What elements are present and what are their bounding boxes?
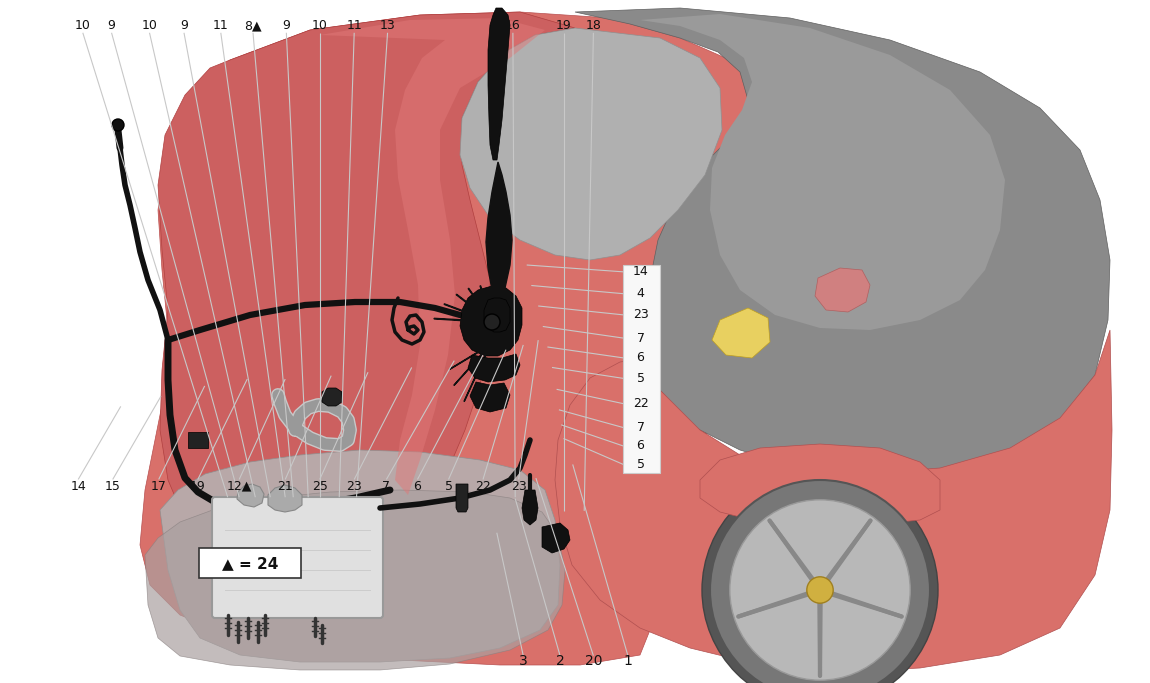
Polygon shape bbox=[486, 162, 512, 305]
Polygon shape bbox=[268, 485, 302, 512]
Polygon shape bbox=[450, 347, 486, 370]
Polygon shape bbox=[460, 28, 722, 260]
Polygon shape bbox=[444, 304, 488, 321]
Polygon shape bbox=[434, 318, 488, 322]
Polygon shape bbox=[488, 8, 509, 160]
Text: 15: 15 bbox=[105, 479, 121, 493]
Polygon shape bbox=[575, 8, 1110, 475]
Text: 17: 17 bbox=[151, 479, 167, 493]
Text: ▲ = 24: ▲ = 24 bbox=[222, 556, 278, 571]
Circle shape bbox=[807, 577, 834, 603]
Text: 7: 7 bbox=[637, 421, 644, 434]
Text: 11: 11 bbox=[346, 19, 362, 33]
Polygon shape bbox=[454, 348, 488, 385]
Polygon shape bbox=[522, 490, 538, 525]
Text: 7: 7 bbox=[383, 479, 390, 493]
Polygon shape bbox=[145, 490, 565, 670]
Text: 21: 21 bbox=[277, 479, 293, 493]
Polygon shape bbox=[542, 523, 570, 553]
Text: 10: 10 bbox=[75, 19, 91, 33]
Polygon shape bbox=[480, 285, 491, 318]
Text: 14: 14 bbox=[632, 265, 649, 279]
Circle shape bbox=[484, 314, 500, 330]
Polygon shape bbox=[700, 444, 940, 526]
Text: 1: 1 bbox=[623, 654, 633, 668]
Text: 20: 20 bbox=[584, 654, 603, 668]
Polygon shape bbox=[457, 484, 468, 512]
Text: 22: 22 bbox=[475, 479, 491, 493]
Polygon shape bbox=[322, 388, 342, 406]
Polygon shape bbox=[555, 330, 1112, 672]
Polygon shape bbox=[320, 18, 545, 495]
Polygon shape bbox=[641, 14, 1005, 330]
Circle shape bbox=[112, 119, 124, 131]
Text: 11: 11 bbox=[213, 19, 229, 33]
Text: 4: 4 bbox=[637, 287, 644, 301]
Text: 25: 25 bbox=[312, 479, 328, 493]
Text: 23: 23 bbox=[511, 479, 527, 493]
Text: 18: 18 bbox=[585, 19, 601, 33]
Circle shape bbox=[710, 480, 930, 683]
Polygon shape bbox=[815, 268, 871, 312]
FancyBboxPatch shape bbox=[199, 548, 301, 579]
FancyBboxPatch shape bbox=[212, 497, 383, 618]
Polygon shape bbox=[158, 12, 575, 590]
Text: 3: 3 bbox=[519, 654, 528, 668]
Text: 9: 9 bbox=[283, 19, 290, 33]
Polygon shape bbox=[468, 288, 490, 318]
Text: 12▲: 12▲ bbox=[227, 479, 252, 493]
Polygon shape bbox=[470, 382, 509, 412]
Text: 10: 10 bbox=[141, 19, 158, 33]
Text: 7: 7 bbox=[637, 331, 644, 345]
Text: 6: 6 bbox=[414, 479, 421, 493]
Text: 19: 19 bbox=[190, 479, 206, 493]
Circle shape bbox=[730, 500, 910, 680]
Text: 5: 5 bbox=[445, 479, 452, 493]
Polygon shape bbox=[187, 432, 208, 448]
Polygon shape bbox=[460, 286, 522, 356]
Text: 9: 9 bbox=[181, 19, 187, 33]
Polygon shape bbox=[457, 294, 489, 320]
Text: 19: 19 bbox=[555, 19, 572, 33]
FancyBboxPatch shape bbox=[623, 265, 660, 473]
Text: 2: 2 bbox=[555, 654, 565, 668]
Text: 23: 23 bbox=[632, 308, 649, 322]
Text: 9: 9 bbox=[108, 19, 115, 33]
Text: 16: 16 bbox=[505, 19, 521, 33]
Text: 5: 5 bbox=[637, 372, 644, 385]
Text: 22: 22 bbox=[632, 397, 649, 410]
Text: 6: 6 bbox=[637, 439, 644, 453]
Text: 13: 13 bbox=[380, 19, 396, 33]
Polygon shape bbox=[468, 354, 520, 382]
Circle shape bbox=[702, 472, 938, 683]
Text: 10: 10 bbox=[312, 19, 328, 33]
Polygon shape bbox=[160, 450, 560, 662]
Text: 6: 6 bbox=[637, 351, 644, 365]
Polygon shape bbox=[712, 308, 771, 358]
Polygon shape bbox=[237, 484, 264, 507]
Text: 8▲: 8▲ bbox=[244, 19, 262, 33]
Polygon shape bbox=[140, 12, 810, 665]
Text: 23: 23 bbox=[346, 479, 362, 493]
Polygon shape bbox=[484, 298, 509, 332]
Text: 5: 5 bbox=[637, 458, 644, 471]
Text: 14: 14 bbox=[70, 479, 86, 493]
Polygon shape bbox=[465, 348, 489, 402]
